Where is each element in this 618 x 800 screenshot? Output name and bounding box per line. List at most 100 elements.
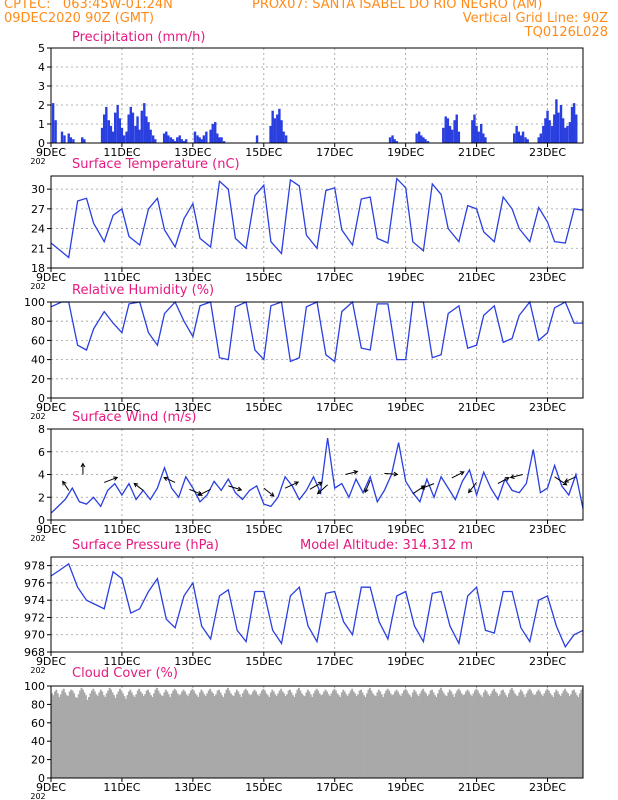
cloud-bar (292, 695, 294, 778)
cloud-bar (164, 689, 167, 778)
wind-vector-head (133, 482, 139, 488)
cloud-bar (275, 696, 278, 778)
cloud-bar (67, 696, 70, 778)
cloud-bar (573, 689, 575, 778)
cloud-bar (212, 693, 215, 778)
cloud-bar (333, 688, 336, 778)
cloud-bar (86, 699, 89, 778)
wind-vector-head (562, 480, 568, 486)
cloud-bar (533, 695, 536, 778)
cloud-bar (92, 688, 95, 778)
precip-bar (539, 133, 542, 143)
precip-bar (566, 125, 569, 143)
cloud-bar (250, 694, 253, 778)
cloud-bar (525, 693, 528, 778)
cloud-bar (567, 693, 570, 778)
cloud-bar (414, 691, 417, 778)
cloud-bar (385, 690, 388, 778)
precip-bar (471, 120, 474, 143)
precip-bar (116, 105, 119, 143)
cloud-bar (65, 695, 68, 778)
cloud-bar (215, 694, 218, 778)
x-tick-label: 17DEC (316, 655, 353, 668)
x-tick-label: 13DEC (174, 146, 211, 159)
cloud-bar (221, 695, 223, 778)
cloud-bar (488, 696, 491, 778)
precip-bar (100, 127, 104, 143)
cloud-bar (343, 691, 346, 778)
x-tick-label: 17DEC (316, 401, 353, 414)
cloud-bar (59, 694, 62, 778)
precip-bar (484, 137, 487, 143)
precip-bar (550, 125, 554, 143)
cloud-bar (104, 697, 107, 778)
y-tick-label: 18 (31, 262, 45, 275)
cloud-bar (528, 688, 531, 778)
cloud-bar (116, 694, 118, 778)
x-tick-label: 23DEC (529, 146, 566, 159)
x-tick-label: 21DEC (458, 271, 495, 284)
precip-bar (553, 114, 556, 143)
cloud-bar (340, 692, 343, 778)
cloud-bar (280, 688, 283, 778)
cloud-bar (169, 697, 172, 778)
wind-vector (384, 472, 398, 475)
wind-vector (198, 488, 211, 496)
cloud-bar (235, 689, 238, 778)
precip-bar (512, 133, 516, 143)
cloud-bar (191, 688, 194, 778)
wind-vector-head (563, 478, 569, 483)
x-tick-label: 19DEC (387, 655, 424, 668)
x-tick-label: 9DEC (36, 146, 66, 159)
cloud-bar (323, 691, 326, 778)
y-tick-label: 60 (31, 717, 45, 730)
cloud-bar (499, 694, 502, 778)
cloud-bar (348, 693, 351, 778)
wind-vector-head (197, 491, 203, 496)
cloud-bar (546, 688, 549, 778)
y-tick-label: 968 (24, 646, 45, 659)
cloud-bar (539, 691, 541, 778)
cloud-bar (482, 692, 485, 778)
cloud-bar (367, 689, 370, 778)
cloud-bar (394, 691, 396, 778)
wind-vector-head (237, 486, 243, 492)
series-line (50, 177, 584, 259)
cloud-bar (373, 695, 376, 778)
cloud-bar (187, 696, 189, 778)
cloud-bar (231, 695, 234, 778)
cloud-bar (536, 691, 538, 778)
cloud-bar (129, 689, 132, 778)
cloud-bar (487, 694, 490, 778)
cloud-bar (513, 693, 516, 778)
cloud-bar (534, 694, 537, 778)
plot-frame (50, 685, 584, 779)
cloud-bar (494, 691, 497, 778)
wind-vector (228, 485, 242, 491)
x-tick-label: 17DEC (316, 146, 353, 159)
cloud-bar (360, 689, 362, 778)
wind-vector (468, 482, 477, 493)
cloud-bar (491, 690, 494, 778)
cloud-bar (243, 690, 246, 778)
precip-bar (143, 103, 146, 143)
cloud-bar (197, 697, 200, 778)
cloud-bar (195, 695, 198, 778)
y-tick-label: 30 (31, 183, 45, 196)
cloud-bar (543, 693, 546, 778)
cloud-bar (108, 687, 111, 778)
wind-vector-head (393, 471, 399, 477)
cloud-bar (578, 693, 581, 778)
precip-bar (388, 137, 392, 143)
cloud-bar (448, 689, 451, 778)
cloud-bar (117, 691, 120, 778)
cloud-bar (552, 697, 555, 778)
series-line (50, 438, 584, 514)
y-tick-label: 0 (38, 772, 45, 785)
cloud-bar (425, 693, 428, 778)
precip-bar (426, 141, 430, 143)
x-tick-label: 17DEC (316, 271, 353, 284)
cloud-bar (216, 690, 219, 778)
cloud-bar (309, 694, 312, 778)
cloud-bar (213, 696, 216, 778)
